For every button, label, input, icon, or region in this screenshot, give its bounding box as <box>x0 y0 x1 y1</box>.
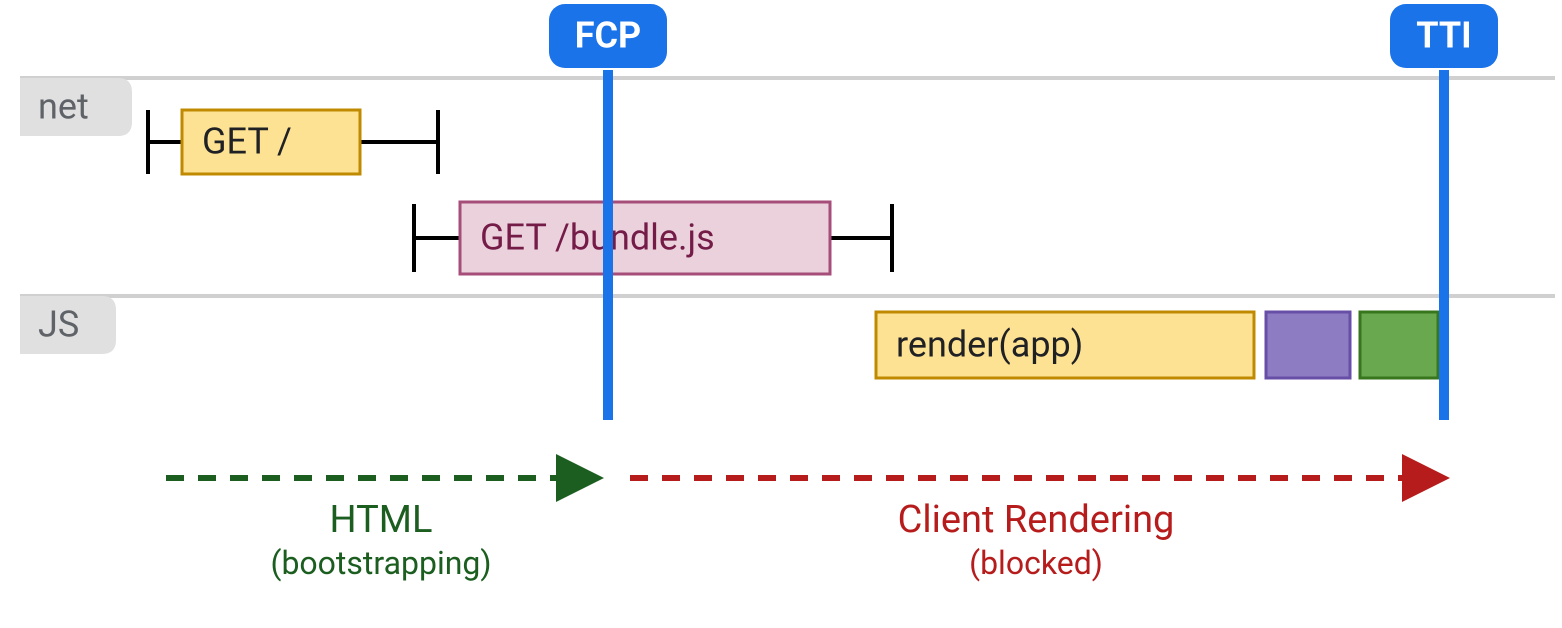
phase-label-html-phase: HTML <box>330 498 433 542</box>
bar-green-block <box>1360 312 1438 378</box>
bar-get-root: GET / <box>148 110 438 174</box>
phase-html-phase: HTML(bootstrapping) <box>166 478 596 582</box>
phase-label-client-render-phase: Client Rendering <box>898 498 1175 542</box>
marker-label-tti: TTI <box>1416 15 1471 57</box>
phase-client-render-phase: Client Rendering(blocked) <box>630 478 1442 582</box>
bar-violet-block <box>1266 312 1350 378</box>
lane-label-net: net <box>20 78 132 136</box>
bar-get-bundle: GET /bundle.js <box>414 202 892 274</box>
phase-sublabel-html-phase: (bootstrapping) <box>271 544 492 582</box>
marker-label-fcp: FCP <box>575 15 642 57</box>
bar-label-get-root: GET / <box>202 121 292 163</box>
lane-label-text-js: JS <box>38 304 79 346</box>
lane-label-js: JS <box>20 296 116 354</box>
lane-label-text-net: net <box>38 86 89 128</box>
phase-sublabel-client-render-phase: (blocked) <box>969 544 1103 582</box>
bar-render-app: render(app) <box>876 312 1254 378</box>
bar-label-render-app: render(app) <box>896 324 1083 366</box>
bar-label-get-bundle: GET /bundle.js <box>480 217 715 259</box>
